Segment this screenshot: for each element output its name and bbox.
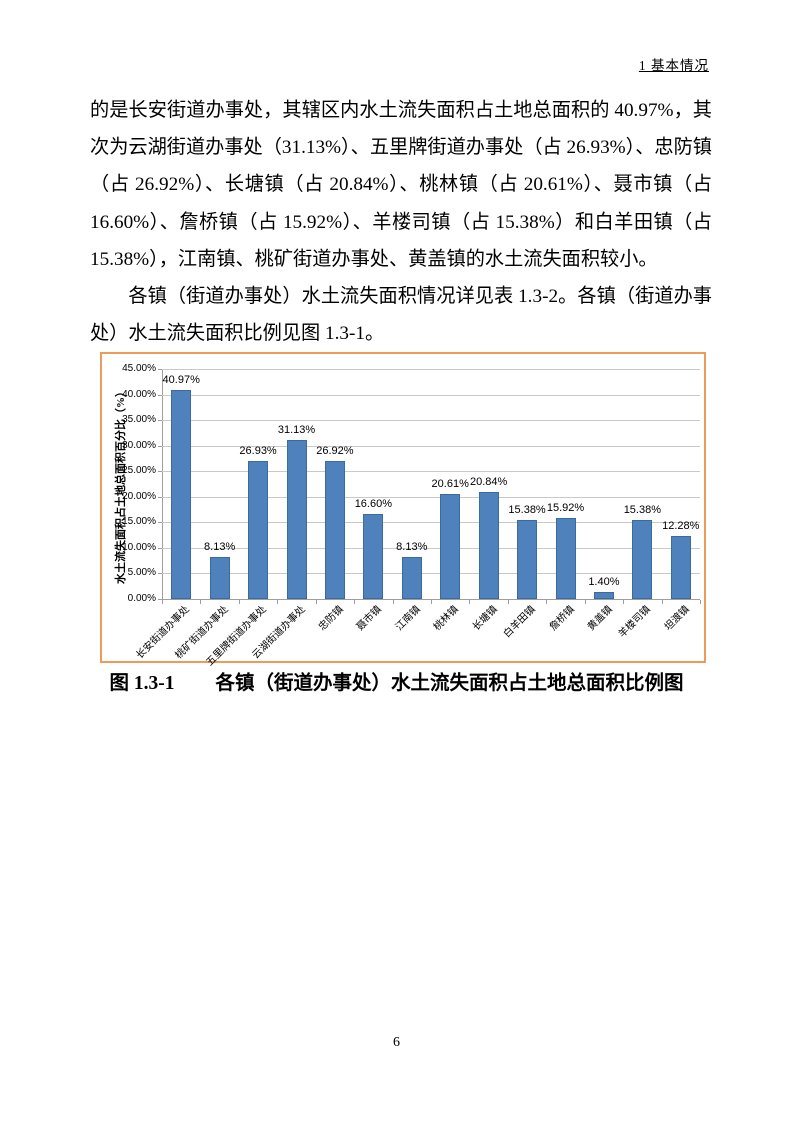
bar-value-label: 12.28% [662, 520, 700, 533]
bar [209, 557, 230, 599]
x-tick-mark [584, 600, 586, 604]
y-tick-mark [158, 522, 162, 524]
page-number: 6 [393, 1035, 400, 1050]
x-tick-mark [700, 600, 701, 604]
y-tick-mark [158, 573, 162, 575]
bar [478, 492, 499, 599]
x-tick-mark [238, 600, 240, 604]
bar-value-label: 26.93% [239, 445, 277, 458]
bar [171, 389, 192, 599]
x-tick-mark [315, 600, 317, 604]
x-tick-mark [507, 600, 509, 604]
y-tick-label: 30.00% [122, 439, 156, 451]
x-tick-mark [431, 600, 432, 604]
bar-value-label: 8.13% [396, 541, 428, 554]
y-tick-label: 5.00% [127, 567, 156, 579]
x-tick-mark [354, 600, 356, 604]
bar-value-label: 26.92% [316, 445, 354, 458]
bar-value-label: 31.13% [277, 423, 316, 436]
gridline [162, 445, 700, 447]
section-header: 1 基本情况 [638, 58, 709, 73]
bar [324, 461, 345, 599]
x-tick-mark [661, 600, 663, 604]
paragraph-erosion-percentages: 的是长安街道办事处，其辖区内水土流失面积占土地总面积的 40.97%，其次为云湖… [90, 100, 712, 270]
bar-value-label: 8.13% [204, 541, 236, 554]
bar-value-label: 40.97% [162, 373, 200, 386]
bar [593, 591, 614, 599]
x-tick-mark [392, 600, 394, 604]
gridline [162, 573, 700, 575]
bar [401, 557, 422, 599]
figure-caption: 图 1.3-1 各镇（街道办事处）水土流失面积占土地总面积比例图 [0, 666, 793, 695]
bar [363, 514, 384, 599]
bar-value-label: 20.61% [431, 477, 469, 490]
bar-value-label: 15.92% [546, 501, 585, 514]
y-tick-mark [158, 394, 162, 396]
x-tick-mark [623, 600, 625, 604]
bar [248, 461, 269, 599]
bar [632, 520, 653, 599]
y-tick-label: 10.00% [122, 541, 156, 553]
y-tick-label: 40.00% [122, 388, 156, 400]
body-text-block: 的是长安街道办事处，其辖区内水土流失面积占土地总面积的 40.97%，其次为云湖… [90, 92, 712, 352]
x-tick-mark [277, 600, 279, 604]
y-tick-mark [158, 369, 162, 370]
gridline [162, 369, 700, 370]
y-tick-mark [158, 420, 162, 422]
y-tick-label: 0.00% [127, 593, 156, 604]
y-tick-label: 20.00% [122, 490, 156, 502]
y-tick-mark [158, 471, 162, 473]
gridline [162, 471, 700, 473]
bar [555, 517, 576, 599]
bar-value-label: 1.40% [588, 575, 620, 588]
x-tick-mark [546, 600, 548, 604]
gridline [162, 547, 700, 549]
bar [440, 493, 461, 599]
y-tick-label: 25.00% [122, 465, 156, 477]
gridline [162, 420, 700, 422]
paragraph-figure-reference: 各镇（街道办事处）水土流失面积情况详见表 1.3-2。各镇（街道办事处）水土流失… [90, 286, 712, 345]
y-tick-label: 45.00% [122, 363, 156, 374]
gridline [162, 496, 700, 498]
y-axis-line [162, 369, 163, 600]
y-tick-mark [158, 599, 162, 600]
figure-caption-label: 图 1.3-1 [109, 673, 175, 694]
y-tick-label: 15.00% [122, 516, 156, 528]
bar-value-label: 15.38% [623, 504, 661, 517]
bar-value-label: 20.84% [469, 476, 508, 489]
y-tick-mark [158, 445, 162, 447]
bar-value-label: 15.38% [508, 504, 546, 517]
y-tick-mark [158, 547, 162, 549]
bar [670, 536, 691, 599]
x-tick-mark [469, 600, 471, 604]
x-tick-mark [162, 600, 163, 604]
figure-caption-title: 各镇（街道办事处）水土流失面积占土地总面积比例图 [215, 673, 684, 694]
y-tick-label: 35.00% [122, 414, 156, 426]
y-tick-mark [158, 496, 162, 498]
bar [286, 439, 307, 599]
figure-1-3-1-bar-chart: 水土流失面积占土地总面积百分比（%） 0.00% 5.00% 10.00% 15.00… [100, 352, 706, 668]
x-axis-line [162, 599, 700, 600]
x-tick-mark [200, 600, 202, 604]
bar-value-label: 16.60% [354, 498, 392, 511]
bar [517, 520, 538, 599]
gridline [162, 522, 700, 524]
gridline [162, 394, 700, 396]
